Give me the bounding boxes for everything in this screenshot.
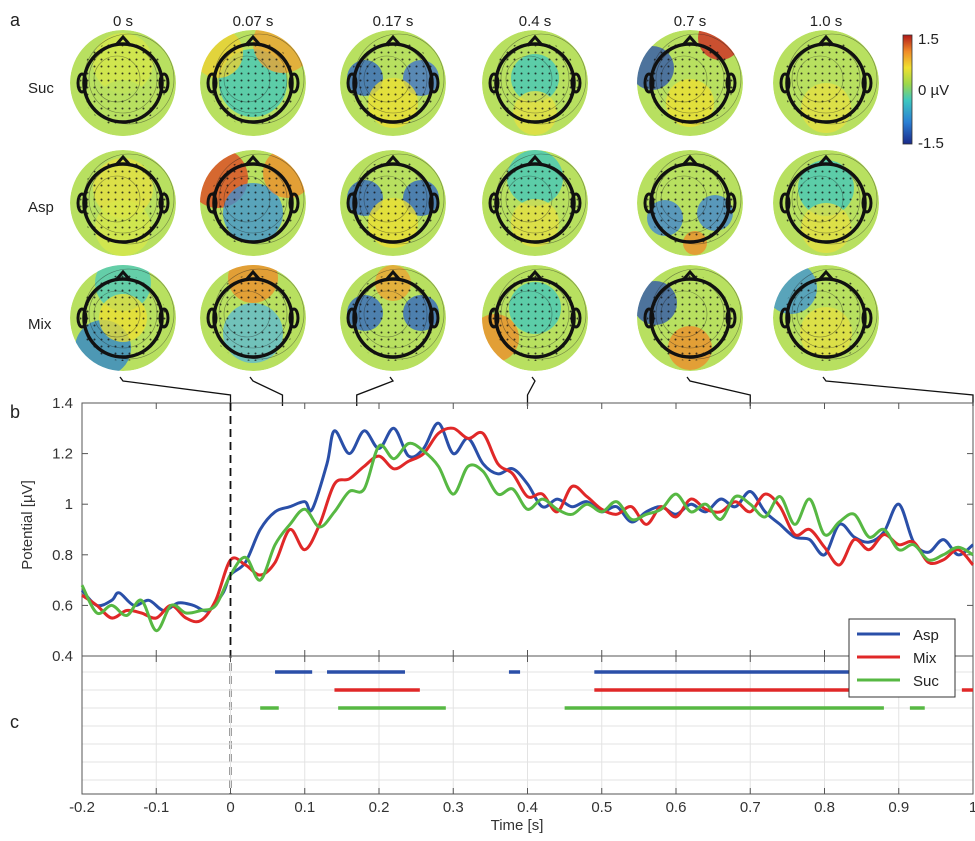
y-tick-label: 1.4	[52, 395, 73, 412]
topomap	[637, 150, 743, 256]
x-tick-label: 0.7	[740, 799, 761, 816]
panel-label-b: b	[10, 402, 20, 422]
topomap-connector	[526, 376, 536, 406]
x-tick-label: 0.9	[888, 799, 909, 816]
x-tick-label: 0	[226, 799, 234, 816]
topomap	[482, 150, 588, 256]
topomap	[70, 265, 176, 371]
y-tick-label: 0.4	[52, 648, 73, 665]
y-tick-label: 0.8	[52, 547, 73, 564]
legend-label-asp: Asp	[913, 627, 939, 644]
topomap-time-label: 0.17 s	[373, 13, 414, 30]
x-tick-label: -0.1	[143, 799, 169, 816]
topomap-grid	[70, 30, 879, 371]
y-tick-label: 1.2	[52, 446, 73, 463]
colorbar-min-label: -1.5	[918, 135, 944, 152]
x-tick-label: 0.3	[443, 799, 464, 816]
panel-label-c: c	[10, 712, 19, 732]
topomap	[637, 30, 743, 136]
topomap	[637, 265, 743, 371]
topomap	[200, 150, 306, 256]
colorbar-max-label: 1.5	[918, 31, 939, 48]
significance-chart: -0.2 -0.1 0 0.1 0.2 0.3 0.4 0.5 0.6 0.7 0.8 0.9 1	[69, 655, 975, 816]
topomap-time-label: 0.07 s	[233, 13, 274, 30]
topomap	[482, 265, 588, 371]
series-line-asp	[80, 421, 974, 613]
topomap	[482, 30, 588, 136]
plot-frame-b	[81, 402, 974, 657]
legend-label-suc: Suc	[913, 673, 939, 690]
topomap-time-label: 0.7 s	[674, 13, 707, 30]
topomap-connector	[249, 376, 284, 406]
topomap	[340, 150, 446, 256]
topomap	[773, 150, 879, 256]
topomap-time-label: 0.4 s	[519, 13, 552, 30]
topomap-row-label-mix: Mix	[28, 316, 52, 333]
topomap-connectors	[119, 376, 974, 406]
panel-label-a: a	[10, 10, 21, 30]
legend-label-mix: Mix	[913, 650, 937, 667]
topomap	[773, 265, 879, 371]
x-axis-title: Time [s]	[491, 817, 544, 834]
topomap	[70, 30, 176, 136]
topomap	[200, 30, 306, 136]
topomap-connector	[356, 376, 395, 406]
y-axis-title: Potential [µV]	[19, 480, 36, 570]
topomap-time-label: 1.0 s	[810, 13, 843, 30]
topomap-row-label-asp: Asp	[28, 199, 54, 216]
topomap	[340, 30, 446, 136]
topomap-connector	[686, 376, 751, 406]
x-tick-label: 0.5	[591, 799, 612, 816]
topomap-connector	[822, 376, 974, 406]
x-tick-label: 0.6	[666, 799, 687, 816]
colorbar	[902, 34, 913, 145]
topomap	[70, 150, 176, 256]
topomap-time-label: 0 s	[113, 13, 133, 30]
y-tick-label: 1	[65, 496, 73, 513]
topomap	[200, 265, 306, 371]
colorbar-mid-label: 0 µV	[918, 82, 949, 99]
legend: Asp Mix Suc	[848, 618, 956, 698]
x-tick-label: 0.4	[517, 799, 538, 816]
topomap	[340, 265, 446, 371]
topomap	[773, 30, 879, 136]
x-tick-label: 0.8	[814, 799, 835, 816]
x-tick-label: 0.1	[294, 799, 315, 816]
x-tick-label: -0.2	[69, 799, 95, 816]
y-tick-label: 0.6	[52, 597, 73, 614]
topomap-row-label-suc: Suc	[28, 80, 54, 97]
erp-line-chart: 0.4 0.6 0.8 1 1.2 1.4	[52, 395, 975, 794]
x-tick-label: 0.2	[369, 799, 390, 816]
topomap-connector	[119, 376, 232, 406]
x-tick-label: 1	[969, 799, 975, 816]
